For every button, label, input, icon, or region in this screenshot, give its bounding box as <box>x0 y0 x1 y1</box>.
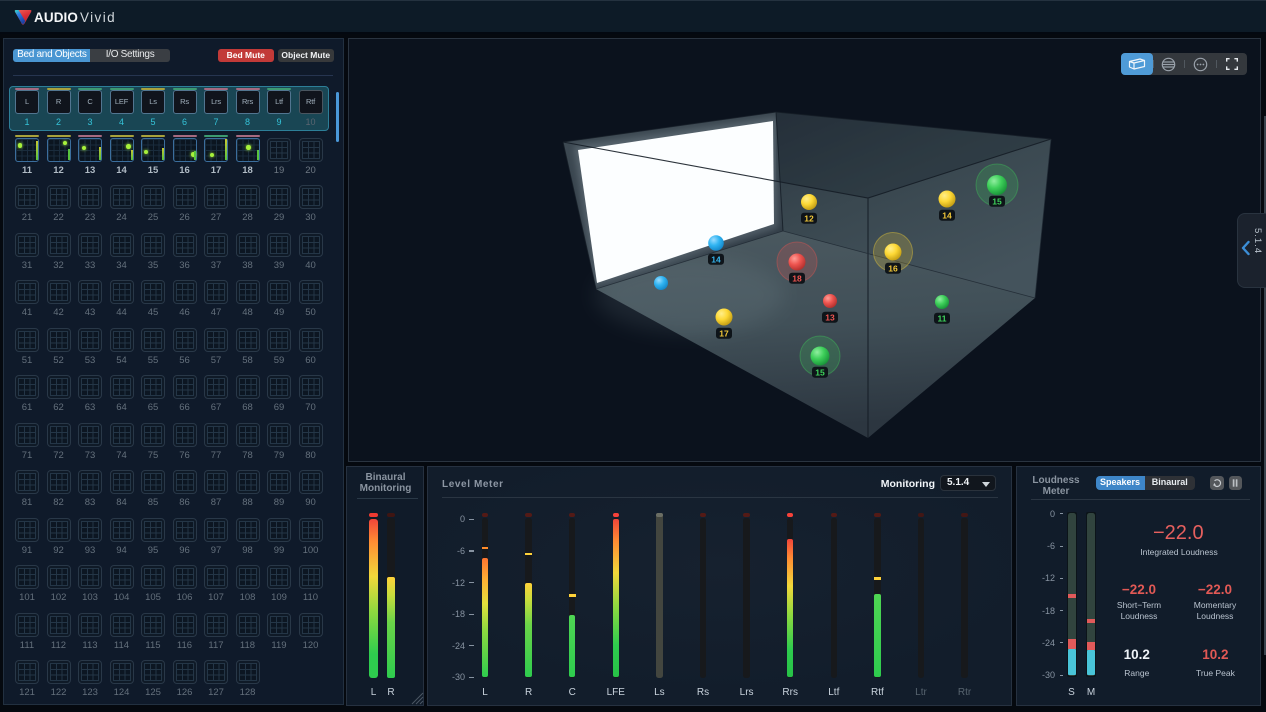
svg-text:17: 17 <box>719 328 729 338</box>
svg-text:16: 16 <box>888 263 898 273</box>
svg-text:18: 18 <box>792 273 802 283</box>
svg-text:15: 15 <box>815 367 825 377</box>
svg-text:14: 14 <box>942 210 952 220</box>
svg-text:14: 14 <box>711 254 721 264</box>
svg-text:13: 13 <box>825 312 835 322</box>
svg-text:12: 12 <box>804 213 814 223</box>
svg-text:15: 15 <box>992 196 1002 206</box>
svg-text:11: 11 <box>938 313 947 323</box>
